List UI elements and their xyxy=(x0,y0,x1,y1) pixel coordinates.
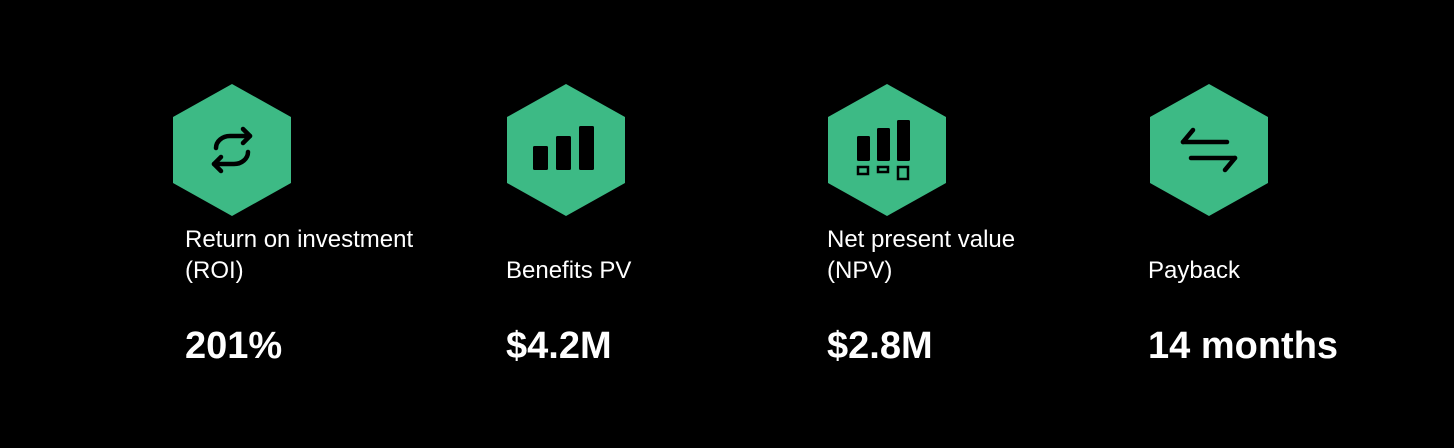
stat-label: Return on investment (ROI) xyxy=(185,222,485,286)
stat-card: Benefits PV $4.2M xyxy=(506,0,806,448)
icon-hexagon xyxy=(507,84,625,216)
stat-value: $4.2M xyxy=(506,325,612,367)
stat-label: Benefits PV xyxy=(506,222,806,286)
icon-hexagon xyxy=(828,84,946,216)
stat-label: Net present value (NPV) xyxy=(827,222,1127,286)
stat-value: 14 months xyxy=(1148,325,1339,367)
label-line: (ROI) xyxy=(185,257,244,284)
label-line: Benefits PV xyxy=(506,257,632,284)
icon-hexagon xyxy=(173,84,291,216)
label-line: Payback xyxy=(1148,257,1241,284)
label-line: Return on investment xyxy=(185,226,414,253)
stat-card: Net present value (NPV) $2.8M xyxy=(827,0,1127,448)
stat-label: Payback xyxy=(1148,222,1448,286)
stat-value: 201% xyxy=(185,325,283,367)
label-line: Net present value xyxy=(827,226,1016,253)
label-line: (NPV) xyxy=(827,257,893,284)
stat-value: $2.8M xyxy=(827,325,933,367)
stat-card: Return on investment (ROI) 201% xyxy=(173,0,485,448)
icon-hexagon xyxy=(1150,84,1268,216)
stat-card: Payback 14 months xyxy=(1148,0,1448,448)
